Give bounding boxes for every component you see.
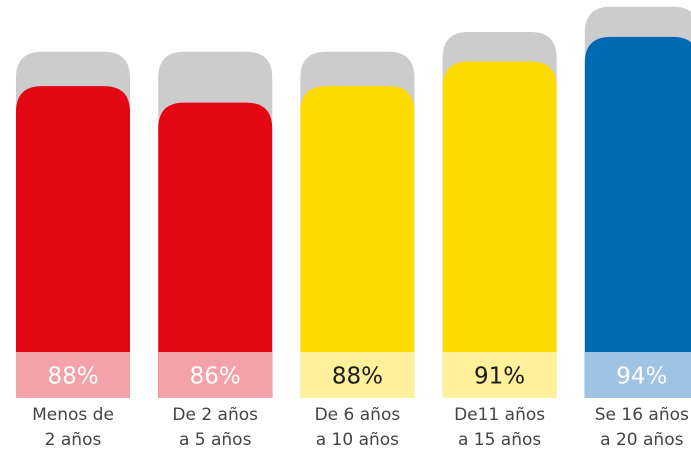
bar: [158, 102, 273, 398]
bar: [584, 36, 691, 398]
x-tick-label: De11 años: [454, 405, 545, 425]
bar: [16, 86, 130, 398]
x-tick-label: 2 años: [45, 430, 102, 450]
value-label-box: [442, 352, 557, 398]
x-tick-label: Se 16 años: [595, 405, 689, 425]
x-tick-label: De 6 años: [315, 405, 401, 425]
value-label: 86%: [190, 364, 241, 390]
value-label: 88%: [47, 364, 98, 390]
x-tick-label: a 20 años: [600, 430, 683, 450]
bar: [442, 61, 557, 399]
x-tick-label: De 2 años: [172, 405, 258, 425]
value-label-box: [584, 352, 691, 398]
x-tick-label: a 5 años: [179, 430, 252, 450]
value-label-box: [300, 352, 415, 398]
x-tick-label: Menos de: [32, 405, 114, 425]
x-tick-label: a 15 años: [458, 430, 541, 450]
value-label-box: [16, 352, 130, 398]
x-tick-label: a 10 años: [316, 430, 399, 450]
value-label: 91%: [474, 364, 525, 390]
value-label: 88%: [332, 364, 383, 390]
value-label: 94%: [616, 364, 667, 390]
bar: [300, 86, 415, 398]
value-label-box: [158, 352, 273, 398]
